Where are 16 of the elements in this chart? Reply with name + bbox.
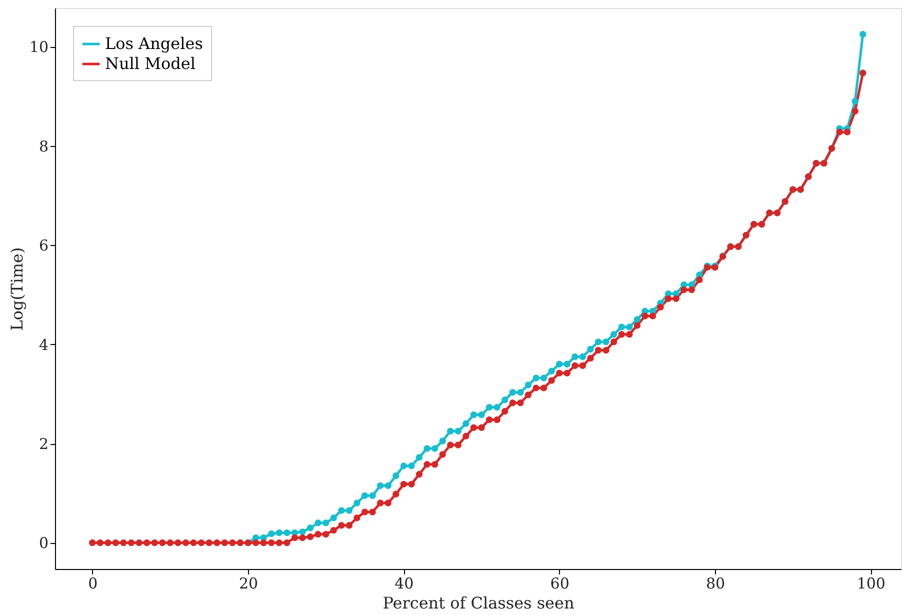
y-tick-label: 10 bbox=[29, 38, 48, 56]
x-tick-label: 20 bbox=[238, 574, 258, 592]
legend-label: Null Model bbox=[105, 54, 196, 73]
y-tick-label: 4 bbox=[38, 336, 48, 354]
x-tick-label: 80 bbox=[706, 574, 726, 592]
y-tick-label: 2 bbox=[38, 435, 48, 454]
x-axis-title: Percent of Classes seen bbox=[382, 594, 574, 612]
x-tick-label: 0 bbox=[88, 574, 98, 592]
y-tick-label: 8 bbox=[38, 137, 48, 156]
y-tick-label: 0 bbox=[38, 534, 48, 552]
x-tick-label: 60 bbox=[550, 574, 570, 592]
y-tick-label: 6 bbox=[38, 236, 48, 255]
y-axis-title: Log(Time) bbox=[7, 247, 26, 331]
x-tick-label: 100 bbox=[856, 574, 886, 592]
x-tick-label: 40 bbox=[394, 574, 414, 592]
legend-label: Los Angeles bbox=[105, 34, 203, 53]
